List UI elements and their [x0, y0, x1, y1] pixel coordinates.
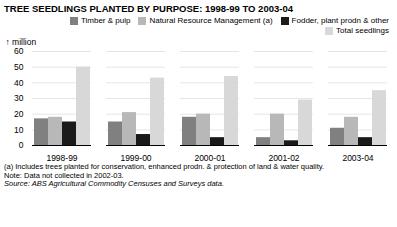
- html-text:Total seedlings: Total seedlings: [336, 26, 389, 35]
- svg-text:40: 40: [14, 78, 24, 88]
- svg-text:60: 60: [14, 46, 24, 56]
- html-text:Natural Resource Management (a: Natural Resource Management (a): [149, 16, 273, 25]
- html-text:Fodder, plant prodn & other: Fodder, plant prodn & other: [291, 16, 389, 25]
- html-text:(a) Includes trees planted for: (a) Includes trees planted for conservat…: [4, 162, 325, 171]
- svg-text:↑ million: ↑ million: [6, 37, 37, 47]
- svg-text:2003-04: 2003-04: [342, 153, 373, 163]
- html-text:Source: ABS Agricultural Commo: Source: ABS Agricultural Commodity Censu…: [4, 179, 224, 189]
- html-text:Timber & pulp: Timber & pulp: [80, 16, 131, 25]
- svg-text:30: 30: [14, 93, 24, 103]
- svg-text:10: 10: [14, 125, 24, 135]
- html-text:TREE SEEDLINGS PLANTED BY PURP: TREE SEEDLINGS PLANTED BY PURPOSE: 1998-…: [4, 3, 293, 14]
- svg-text:1998-99: 1998-99: [46, 153, 77, 163]
- svg-text:20: 20: [14, 109, 24, 119]
- html-text:Note: Data not collected in 20: Note: Data not collected in 2002-03.: [4, 170, 124, 180]
- svg-text:1999-00: 1999-00: [120, 153, 151, 163]
- svg-text:2000-01: 2000-01: [194, 153, 225, 163]
- svg-text:2001-02: 2001-02: [268, 153, 299, 163]
- svg-text:50: 50: [14, 62, 24, 72]
- svg-text:0: 0: [19, 140, 24, 150]
